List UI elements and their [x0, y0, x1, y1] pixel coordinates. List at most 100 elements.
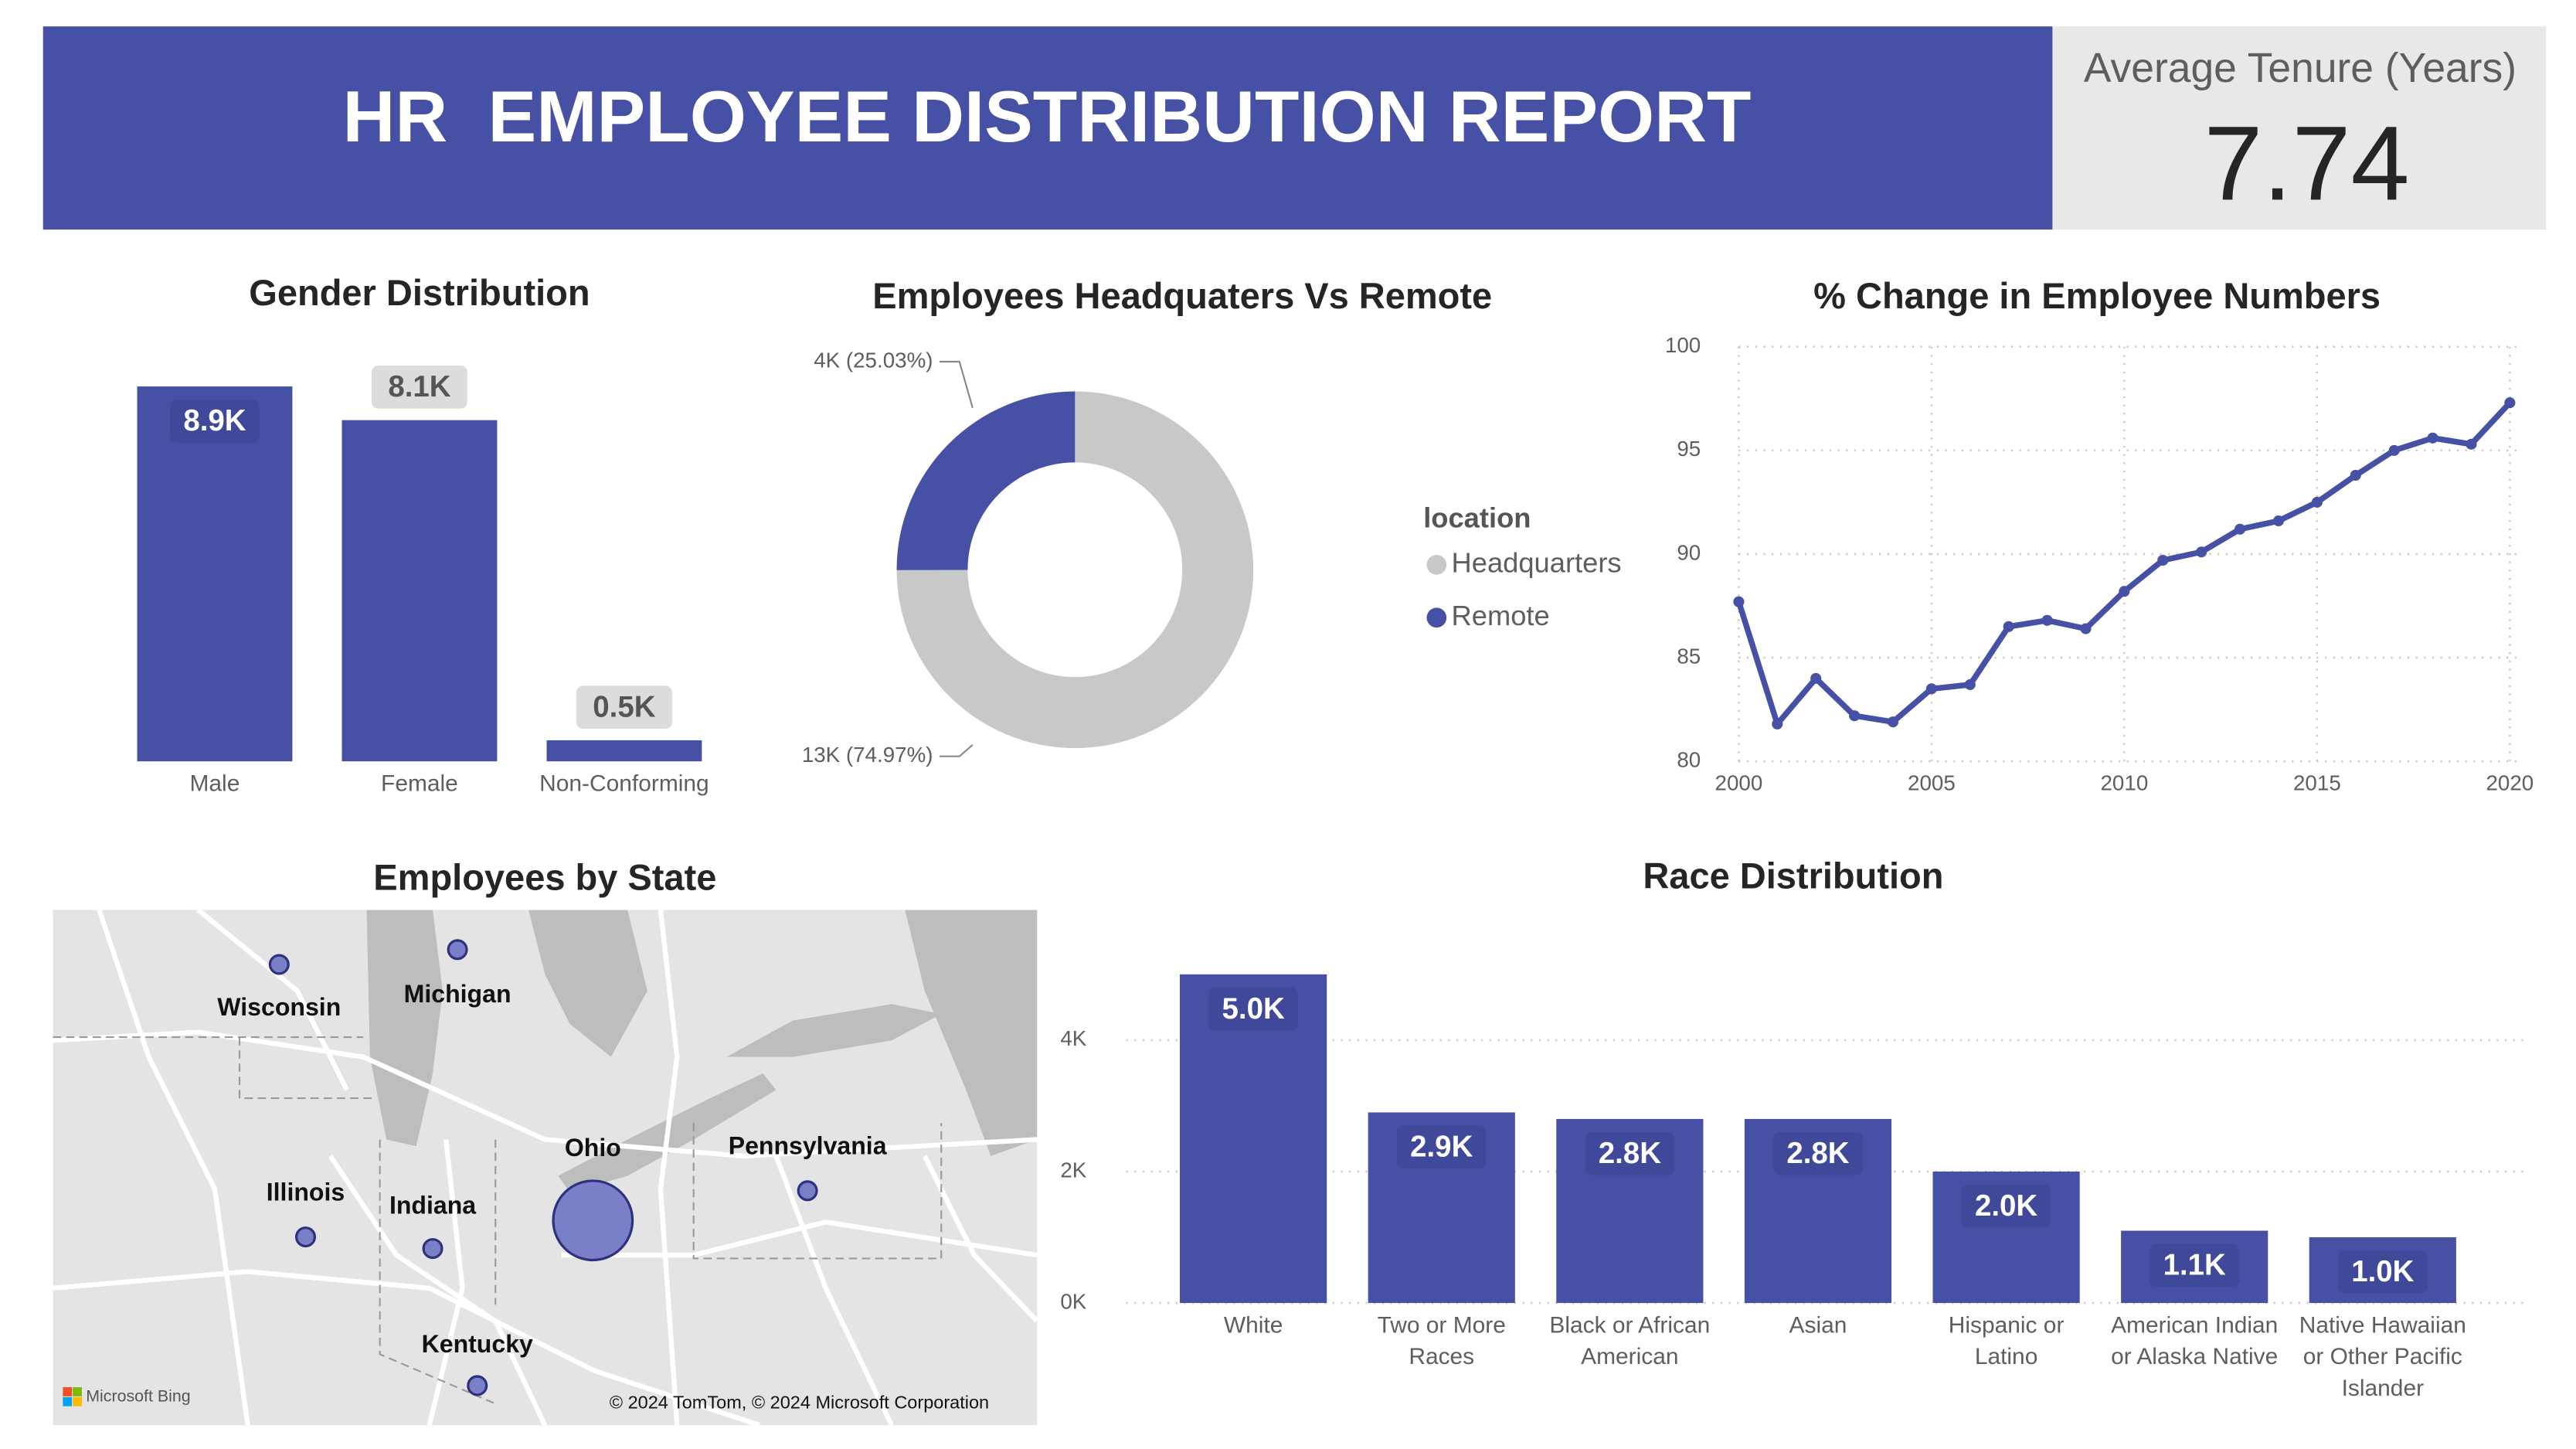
x-tick-label-box: Two or More Races	[1377, 1311, 1506, 1369]
x-tick-label: Native Hawaiian or Other Pacific Islande…	[2299, 1311, 2466, 1401]
value-label-bg	[1585, 1132, 1675, 1175]
map-bubble	[447, 939, 468, 961]
value-label-bg	[576, 685, 672, 729]
line-point	[2041, 614, 2053, 626]
map-logo-text: Microsoft Bing	[86, 1387, 190, 1406]
map-road	[773, 1155, 895, 1427]
x-tick-label-box: Black or African American	[1549, 1311, 1711, 1369]
data-label: 4K (25.03%)	[814, 348, 933, 372]
value-label-bg	[1208, 987, 1298, 1031]
x-tick-label: Black or African American	[1549, 1311, 1711, 1369]
line-point	[2196, 546, 2207, 558]
value-label: 1.0K	[2351, 1255, 2414, 1288]
y-tick-label: 0K	[1060, 1289, 1086, 1313]
x-tick-label-box: Native Hawaiian or Other Pacific Islande…	[2299, 1311, 2466, 1401]
line-point	[2504, 397, 2516, 409]
x-tick-label: 2015	[2293, 770, 2341, 794]
map-road	[328, 1155, 548, 1427]
value-label-bg	[371, 366, 467, 409]
y-tick-label: 85	[1677, 644, 1701, 668]
legend-title: location	[1423, 502, 1531, 534]
x-tick-label: 2000	[1715, 770, 1763, 794]
map-label: Michigan	[404, 980, 511, 1008]
map-bubble	[422, 1238, 443, 1260]
y-tick-label: 2K	[1060, 1158, 1086, 1182]
value-label-bg	[1961, 1185, 2051, 1228]
leader-line	[940, 360, 974, 409]
line-point	[2427, 432, 2438, 444]
x-tick-label: White	[1223, 1311, 1283, 1338]
map-label: Indiana	[389, 1192, 477, 1219]
map-base	[53, 908, 1039, 1428]
legend-marker	[1426, 607, 1447, 628]
x-tick-label: Two or More Races	[1377, 1311, 1506, 1369]
value-label: 8.1K	[388, 370, 450, 403]
map-bubble	[268, 954, 290, 975]
x-tick-label-box: American Indian or Alaska Native	[2111, 1311, 2279, 1369]
legend-label: Remote	[1452, 600, 1550, 631]
leader-line	[940, 743, 974, 757]
map-road	[658, 910, 680, 1426]
line-point	[2003, 621, 2014, 632]
chart-title: Gender Distribution	[249, 272, 590, 313]
line-point	[2388, 444, 2400, 456]
data-label: 13K (74.97%)	[802, 743, 933, 767]
value-label: 2.8K	[1786, 1137, 1849, 1170]
header-banner	[42, 26, 2053, 230]
map-bubble	[552, 1179, 634, 1262]
map-label: Illinois	[267, 1179, 345, 1206]
x-tick-label: Hispanic or Latino	[1948, 1311, 2065, 1369]
value-label: 0.5K	[593, 690, 655, 723]
x-tick-label: 2005	[1908, 770, 1956, 794]
chart-title: Race Distribution	[1643, 855, 1943, 896]
line-point	[2466, 438, 2477, 450]
map-water	[726, 1004, 942, 1057]
map-road	[561, 1219, 1038, 1258]
line-point	[1733, 596, 1745, 607]
line-point	[2350, 469, 2361, 481]
chart-title: Employees by State	[373, 856, 716, 897]
y-tick-label: 95	[1677, 437, 1701, 461]
map-bubble	[294, 1226, 316, 1248]
value-label-bg	[1773, 1132, 1863, 1175]
value-label-bg	[1397, 1125, 1487, 1169]
value-label: 8.9K	[183, 404, 246, 437]
x-tick-label: 2010	[2100, 770, 2148, 794]
x-tick-label-box: Hispanic or Latino	[1948, 1311, 2065, 1369]
line-point	[2157, 554, 2169, 566]
line-point	[2311, 496, 2323, 508]
report-title: HR EMPLOYEE DISTRIBUTION REPORT	[343, 76, 1752, 157]
map-water	[528, 910, 647, 1057]
kpi-value: 7.74	[2204, 104, 2409, 222]
legend-marker	[1426, 555, 1447, 575]
line-point	[2272, 515, 2285, 527]
chart-title: % Change in Employee Numbers	[1813, 275, 2381, 316]
line-point	[1772, 718, 1783, 730]
map-road	[196, 908, 349, 1091]
x-tick-label-box: Non-Conforming	[539, 770, 709, 796]
line-point	[2080, 623, 2092, 634]
legend-label: Headquarters	[1452, 546, 1622, 578]
line-point	[2119, 586, 2130, 597]
value-label: 2.0K	[1975, 1189, 2037, 1223]
map-water	[905, 910, 1038, 1156]
value-label: 2.8K	[1599, 1137, 1661, 1170]
state-border	[379, 1139, 496, 1405]
y-tick-label: 80	[1677, 747, 1701, 771]
map-label: Kentucky	[422, 1330, 533, 1358]
x-tick-label-box: Male	[189, 769, 240, 797]
bar	[137, 386, 293, 762]
map-label: Ohio	[565, 1134, 621, 1162]
map-bubble	[797, 1180, 818, 1202]
x-tick-label: American Indian or Alaska Native	[2111, 1311, 2279, 1369]
donut-slice	[896, 391, 1076, 570]
x-tick-label-box: White	[1223, 1311, 1283, 1338]
value-label-bg	[170, 400, 260, 443]
map-land	[53, 910, 1038, 1426]
map-water	[366, 910, 443, 1147]
logo-square	[63, 1387, 73, 1396]
x-tick-label: Male	[189, 769, 240, 797]
donut-slice	[896, 391, 1254, 749]
map-road	[53, 1269, 761, 1428]
